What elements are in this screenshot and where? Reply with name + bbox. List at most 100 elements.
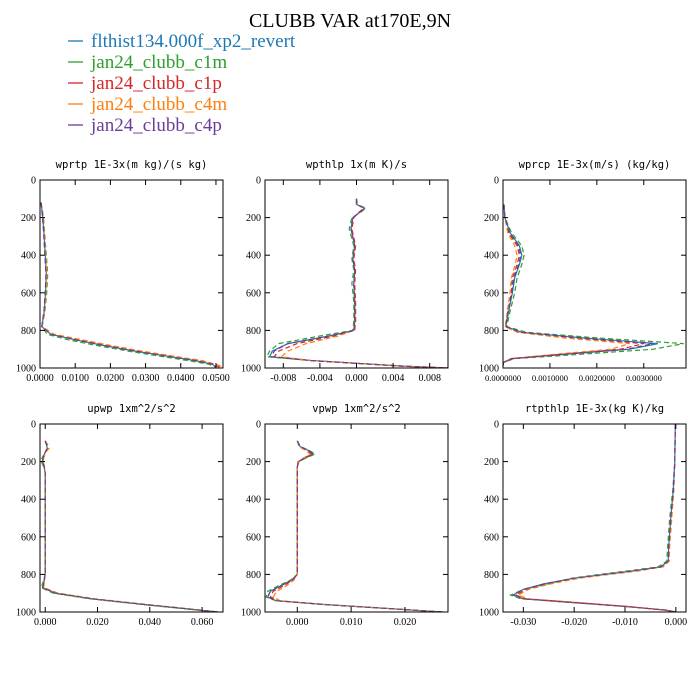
chart-panel: wprcp 1E-3x(m/s) (kg/kg) 0 200 400 600 800 100… <box>479 159 687 383</box>
legend-label: jan24_clubb_c1m <box>90 52 227 73</box>
x-tick-label: 0.004 <box>382 373 405 384</box>
y-tick-label: 800 <box>246 326 261 337</box>
chart-panel: wprtp 1E-3x(m kg)/(s kg) 0 200 400 600 800 100… <box>16 159 230 384</box>
y-tick-label: 0 <box>256 420 261 431</box>
panel-title: wprcp 1E-3x(m/s) (kg/kg) <box>519 159 671 171</box>
y-tick-label: 400 <box>21 251 36 262</box>
chart-panel: upwp 1xm^2/s^2 0 200 400 600 800 10000.000 0.02… <box>16 403 224 628</box>
series-line <box>41 440 218 612</box>
series-line <box>270 198 448 368</box>
series-line <box>280 198 448 368</box>
y-tick-label: 0 <box>31 176 36 187</box>
x-tick-label: 0.000 <box>665 617 688 628</box>
chart-panel: vpwp 1xm^2/s^2 0 200 400 600 800 1000 0.000 0.01… <box>241 403 449 628</box>
y-tick-label: 600 <box>484 288 499 299</box>
y-tick-label: 200 <box>246 457 261 468</box>
series-line <box>269 440 443 612</box>
chart-panel: rtpthlp 1E-3x(kg K)/kg02004006008001000-… <box>479 403 687 628</box>
series-line <box>509 424 676 612</box>
y-tick-label: 800 <box>484 570 499 581</box>
series-line <box>503 204 654 367</box>
x-tick-label: -0.004 <box>307 373 333 384</box>
x-tick-label: 0.000 <box>34 617 57 628</box>
x-tick-label: 0.000 <box>286 617 309 628</box>
y-tick-label: 1000 <box>16 364 36 375</box>
x-tick-label: -0.010 <box>612 617 638 628</box>
x-tick-label: 0.000 <box>345 373 368 384</box>
y-tick-label: 800 <box>246 570 261 581</box>
y-tick-label: 0 <box>31 420 36 431</box>
y-tick-label: 600 <box>484 532 499 543</box>
y-tick-label: 1000 <box>241 364 261 375</box>
x-tick-label: 0.0500 <box>202 373 230 384</box>
x-tick-label: 0.0010000 <box>532 373 568 383</box>
series-line <box>40 202 220 368</box>
x-tick-label: 0.0300 <box>132 373 160 384</box>
y-tick-label: 400 <box>21 495 36 506</box>
y-tick-label: 1000 <box>479 608 499 619</box>
series-line <box>511 424 676 612</box>
series-line <box>42 440 218 612</box>
series-line <box>272 440 443 612</box>
y-tick-label: 200 <box>484 213 499 224</box>
plot-frame <box>502 179 687 369</box>
series-line <box>40 202 217 368</box>
x-tick-label: 0.0030000 <box>626 373 662 383</box>
y-tick-label: 400 <box>484 495 499 506</box>
legend-label: jan24_clubb_c4m <box>90 94 227 115</box>
series-line <box>41 440 218 612</box>
y-tick-label: 1000 <box>479 364 499 375</box>
series-line <box>266 440 443 612</box>
series-line <box>503 204 684 367</box>
panel-title: wprtp 1E-3x(m kg)/(s kg) <box>56 159 208 171</box>
x-tick-label: 0.0000000 <box>485 373 521 383</box>
x-tick-label: 0.008 <box>418 373 441 384</box>
y-tick-label: 600 <box>246 288 261 299</box>
y-tick-label: 1000 <box>241 608 261 619</box>
x-tick-label: -0.020 <box>561 617 587 628</box>
x-tick-label: 0.0200 <box>97 373 125 384</box>
panel-title: rtpthlp 1E-3x(kg K)/kg <box>525 403 664 415</box>
series-line <box>40 202 217 368</box>
legend-label: flthist134.000f_xp2_revert <box>91 31 296 52</box>
legend: flthist134.000f_xp2_revertjan24_clubb_c1… <box>68 31 296 136</box>
x-tick-label: 0.0400 <box>167 373 195 384</box>
y-tick-label: 600 <box>21 288 36 299</box>
plot-frame <box>264 423 449 613</box>
y-tick-label: 0 <box>494 176 499 187</box>
legend-label: jan24_clubb_c1p <box>90 73 222 94</box>
plot-frame <box>502 423 687 613</box>
y-tick-label: 600 <box>246 532 261 543</box>
y-tick-label: 400 <box>246 495 261 506</box>
series-line <box>503 204 644 367</box>
series-line <box>514 424 676 612</box>
y-tick-label: 800 <box>21 570 36 581</box>
figure-title: CLUBB VAR at170E,9N <box>249 10 451 32</box>
y-tick-label: 200 <box>21 213 36 224</box>
y-tick-label: 0 <box>256 176 261 187</box>
series-line <box>273 198 448 368</box>
y-tick-label: 800 <box>484 326 499 337</box>
series-line <box>40 440 218 612</box>
series-line <box>40 202 217 368</box>
x-tick-label: -0.030 <box>510 617 536 628</box>
series-line <box>266 440 443 612</box>
y-tick-label: 200 <box>246 213 261 224</box>
y-tick-label: 0 <box>494 420 499 431</box>
x-tick-label: 0.0100 <box>61 373 89 384</box>
x-tick-label: 0.020 <box>394 617 417 628</box>
series-line <box>42 440 218 612</box>
x-tick-label: 0.020 <box>86 617 109 628</box>
y-tick-label: 200 <box>484 457 499 468</box>
y-tick-label: 600 <box>21 532 36 543</box>
y-tick-label: 400 <box>246 251 261 262</box>
series-line <box>265 440 443 612</box>
y-tick-label: 800 <box>21 326 36 337</box>
plot-frame <box>264 179 449 369</box>
y-tick-label: 1000 <box>16 608 36 619</box>
y-tick-label: 200 <box>21 457 36 468</box>
series-line <box>511 424 676 612</box>
x-tick-label: 0.060 <box>191 617 214 628</box>
plot-frame <box>39 179 224 369</box>
